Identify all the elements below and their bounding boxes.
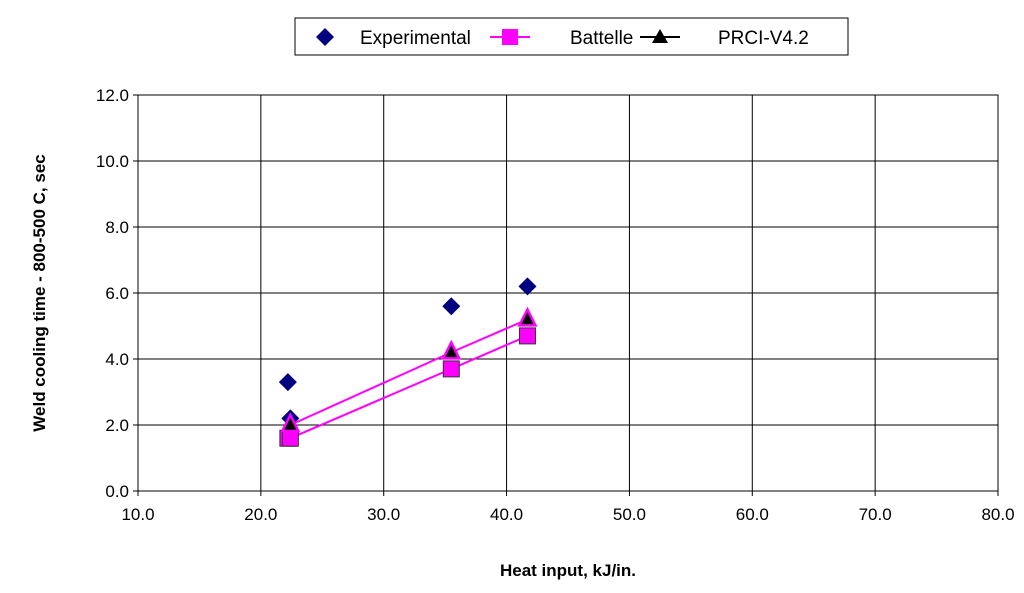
series-marks: [278, 277, 538, 447]
x-tick-label: 10.0: [121, 505, 154, 524]
x-tick-label: 20.0: [244, 505, 277, 524]
series-prci-v4-2: [280, 306, 538, 433]
y-tick-label: 4.0: [105, 350, 129, 369]
square-marker: [518, 327, 536, 345]
triangle-marker: [441, 339, 462, 360]
y-tick-label: 12.0: [96, 86, 129, 105]
grid: [133, 94, 999, 496]
legend-item: Battelle: [490, 28, 633, 49]
y-tick-label: 10.0: [96, 152, 129, 171]
square-marker: [281, 429, 299, 447]
y-tick-label: 8.0: [105, 218, 129, 237]
x-tick-label: 80.0: [981, 505, 1014, 524]
x-tick-label: 40.0: [490, 505, 523, 524]
x-tick-label: 70.0: [859, 505, 892, 524]
y-axis-title: Weld cooling time - 800-500 C, sec: [30, 154, 49, 431]
legend-item: PRCI-V4.2: [640, 28, 809, 49]
legend-label: Experimental: [360, 28, 471, 49]
legend-item: Experimental: [316, 28, 471, 49]
x-tick-label: 50.0: [613, 505, 646, 524]
legend-square-icon: [502, 29, 518, 45]
triangle-marker: [280, 412, 301, 433]
diamond-marker: [518, 277, 537, 296]
x-tick-label: 60.0: [736, 505, 769, 524]
legend-label: Battelle: [570, 28, 633, 49]
y-tick-label: 6.0: [105, 284, 129, 303]
y-tick-label: 2.0: [105, 416, 129, 435]
y-tick-label: 0.0: [105, 482, 129, 501]
legend: Experimental Battelle PRCI-V4.2: [294, 17, 849, 56]
legend-box: [294, 17, 849, 56]
diamond-marker: [278, 373, 297, 392]
legend-label: PRCI-V4.2: [718, 28, 809, 49]
square-marker: [442, 360, 460, 378]
triangle-marker: [517, 306, 538, 327]
diamond-marker: [442, 297, 461, 316]
x-tick-label: 30.0: [367, 505, 400, 524]
tick-labels: 10.0 20.0 30.0 40.0 50.0 60.0 70.0 80.0 0.0 2.0 4.…: [96, 86, 1015, 524]
series-battelle: [279, 327, 536, 447]
x-axis-title: Heat input, kJ/in.: [500, 561, 636, 580]
legend-triangle-icon: [652, 29, 668, 43]
legend-diamond-icon: [316, 28, 334, 46]
